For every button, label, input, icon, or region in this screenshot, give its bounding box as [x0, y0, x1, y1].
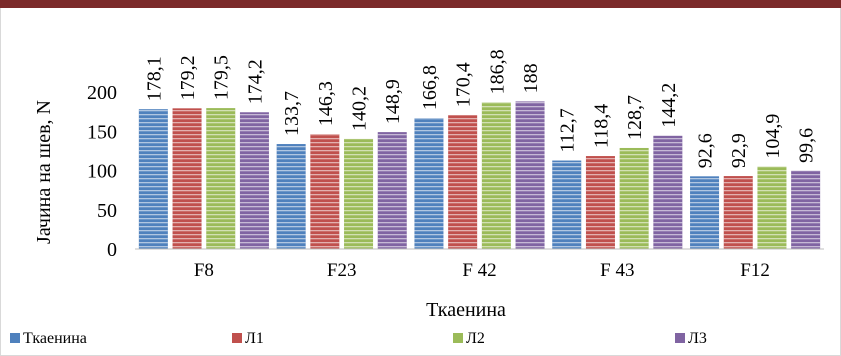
data-label: 99,6: [796, 128, 818, 163]
legend-swatch: [232, 333, 242, 343]
data-label: 170,4: [453, 62, 475, 107]
bar: [723, 176, 753, 249]
data-label: 140,2: [349, 86, 371, 131]
legend-item: Л2: [453, 330, 485, 347]
bar: [653, 135, 683, 249]
data-label: 112,7: [557, 108, 579, 152]
bar: [448, 115, 478, 250]
data-label: 166,8: [419, 65, 441, 110]
legend: Ткаенина Л1 Л2 Л3: [10, 330, 707, 347]
bar: [138, 109, 168, 249]
x-tick-label: F 42: [462, 260, 496, 281]
data-label: 92,9: [728, 133, 750, 168]
data-label: 186,8: [486, 49, 508, 94]
data-label: 174,2: [244, 59, 266, 104]
y-axis-title: Јачина на шев, N: [33, 100, 55, 244]
data-label: 179,2: [177, 55, 199, 100]
data-label: 133,7: [281, 91, 303, 136]
y-axis-ticks: 0 50 100 150 200: [87, 82, 117, 261]
data-label: 128,7: [624, 95, 646, 140]
y-tick-label: 150: [87, 121, 117, 143]
data-label: 148,9: [382, 79, 404, 124]
bar: [239, 112, 269, 250]
legend-label: Л3: [688, 330, 707, 347]
bar: [585, 156, 615, 249]
top-border-bar: [0, 0, 841, 8]
y-tick-label: 0: [107, 239, 117, 261]
y-tick-label: 200: [87, 82, 117, 104]
data-label: 179,5: [211, 55, 233, 100]
legend-item: Ткаенина: [10, 330, 87, 347]
legend-item: Л1: [232, 330, 264, 347]
bar: [791, 170, 821, 249]
x-tick-label: F8: [194, 260, 214, 281]
legend-label: Ткаенина: [23, 330, 87, 347]
x-axis-categories: F8 F23 F 42 F 43 F12: [194, 260, 770, 281]
bar: [619, 147, 649, 249]
y-tick-label: 100: [87, 161, 117, 183]
legend-swatch: [675, 333, 685, 343]
legend-swatch: [10, 333, 20, 343]
bar: [515, 101, 545, 249]
data-label: 144,2: [658, 83, 680, 128]
bar: [172, 108, 202, 249]
data-label: 188: [520, 63, 542, 93]
x-axis-title: Ткаенина: [426, 299, 506, 321]
data-label: 92,6: [695, 133, 717, 168]
legend-item: Л3: [675, 330, 707, 347]
data-label: 178,1: [143, 56, 165, 101]
x-tick-label: F23: [327, 260, 357, 281]
bar: [481, 102, 511, 249]
data-label: 104,9: [762, 114, 784, 159]
bar: [757, 166, 787, 249]
x-tick-label: F 43: [600, 260, 634, 281]
bar: [276, 144, 306, 249]
bars: [138, 101, 821, 250]
data-label: 146,3: [315, 81, 337, 126]
bar: [414, 118, 444, 249]
legend-label: Л2: [466, 330, 485, 347]
bar: [552, 160, 582, 249]
legend-swatch: [453, 333, 463, 343]
y-tick-label: 50: [97, 200, 117, 222]
bar: [344, 138, 374, 249]
data-labels: 178,1 179,2 179,5 174,2 133,7 146,3 140,2 148,9…: [143, 49, 817, 168]
legend-label: Л1: [245, 330, 264, 347]
bar: [310, 134, 340, 249]
x-tick-label: F12: [740, 260, 770, 281]
data-label: 118,4: [590, 104, 612, 148]
bar: [206, 108, 236, 249]
bar: [690, 176, 720, 249]
bar: [377, 132, 407, 249]
